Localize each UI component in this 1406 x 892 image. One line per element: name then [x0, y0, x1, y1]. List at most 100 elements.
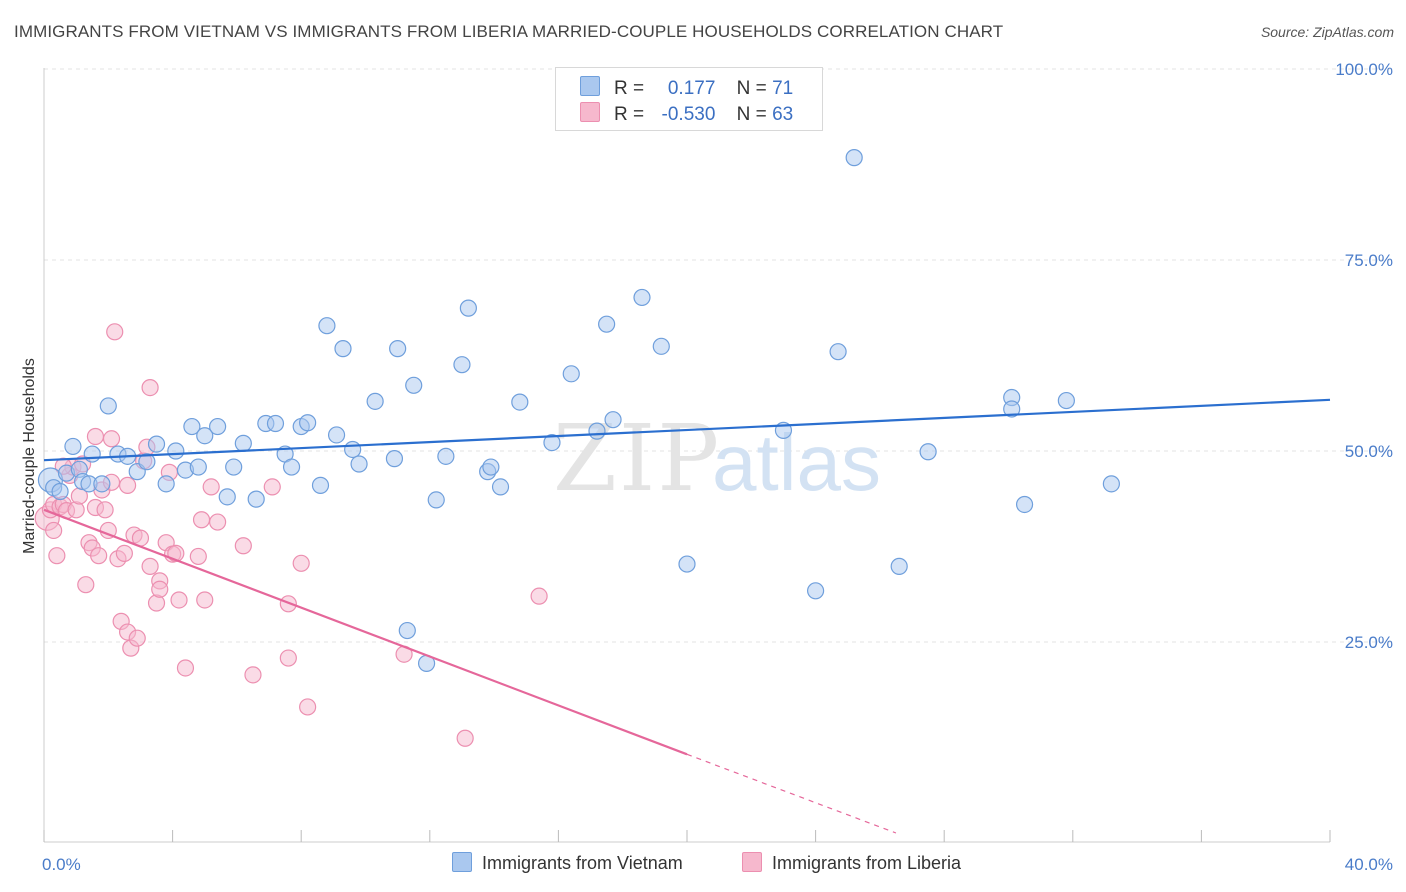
legend-row-vietnam: R = 0.177 N = 71 — [580, 76, 793, 102]
point-liberia — [263, 478, 281, 496]
point-vietnam — [890, 557, 908, 575]
point-liberia — [202, 478, 220, 496]
point-vietnam — [829, 343, 847, 361]
trend-line-liberia — [43, 508, 688, 756]
point-vietnam — [398, 621, 416, 640]
y-tick-label: 75.0% — [1345, 251, 1393, 270]
point-vietnam — [1003, 400, 1021, 418]
point-liberia — [106, 323, 124, 341]
point-vietnam — [234, 434, 252, 452]
series-vietnam — [37, 149, 1120, 672]
point-vietnam — [311, 476, 330, 494]
legend-r-label: R = — [614, 78, 645, 99]
watermark-atlas: atlas — [712, 418, 881, 507]
point-vietnam — [327, 426, 346, 444]
point-vietnam — [491, 478, 510, 496]
point-liberia — [196, 591, 214, 609]
point-vietnam — [266, 414, 285, 433]
legend-r-value-liberia: -0.530 — [661, 104, 716, 125]
source-note: Source: ZipAtlas.com — [1260, 24, 1394, 40]
point-liberia — [102, 430, 121, 448]
point-vietnam — [196, 427, 214, 445]
point-vietnam — [562, 365, 580, 383]
point-vietnam — [147, 435, 166, 453]
bottom-legend-label-vietnam: Immigrants from Vietnam — [482, 853, 683, 873]
point-vietnam — [167, 442, 185, 460]
trend-line-liberia-extrapolated — [686, 753, 897, 834]
point-liberia — [244, 666, 262, 684]
point-vietnam — [350, 455, 368, 473]
point-vietnam — [93, 475, 111, 493]
point-vietnam — [189, 458, 207, 476]
axes — [43, 68, 1331, 843]
legend-r-value-vietnam: 0.177 — [667, 78, 716, 99]
point-vietnam — [598, 315, 616, 333]
bottom-legend-swatch-vietnam — [452, 852, 472, 872]
point-vietnam — [247, 490, 265, 508]
bottom-legend-label-liberia: Immigrants from Liberia — [772, 853, 962, 873]
point-vietnam — [157, 475, 175, 493]
point-liberia — [45, 521, 63, 540]
point-vietnam — [1057, 391, 1075, 410]
point-liberia — [530, 587, 548, 605]
y-tick-label: 100.0% — [1335, 60, 1393, 79]
point-vietnam — [209, 417, 227, 436]
point-vietnam — [1015, 495, 1034, 514]
point-liberia — [141, 378, 159, 397]
point-liberia — [234, 537, 252, 555]
point-vietnam — [225, 458, 243, 476]
point-vietnam — [453, 356, 471, 374]
point-liberia — [279, 649, 297, 667]
point-vietnam — [282, 458, 301, 476]
y-tick-label: 50.0% — [1345, 442, 1393, 461]
point-vietnam — [366, 392, 384, 410]
point-vietnam — [511, 393, 529, 411]
x-tick-label-min: 0.0% — [42, 855, 81, 874]
point-liberia — [456, 729, 474, 747]
point-vietnam — [588, 422, 606, 440]
point-liberia — [299, 698, 317, 716]
point-vietnam — [385, 450, 404, 468]
point-vietnam — [183, 417, 201, 436]
point-vietnam — [633, 288, 651, 307]
point-liberia — [128, 629, 146, 647]
chart-title: IMMIGRANTS FROM VIETNAM VS IMMIGRANTS FR… — [14, 22, 1004, 41]
point-liberia — [192, 511, 211, 529]
watermark-zip: ZIP — [553, 405, 721, 512]
point-vietnam — [652, 337, 670, 355]
bottom-legend-swatch-liberia — [742, 852, 762, 872]
point-liberia — [118, 476, 137, 494]
point-vietnam — [427, 491, 445, 509]
point-vietnam — [51, 482, 69, 501]
trend-lines — [43, 398, 1331, 834]
point-liberia — [115, 544, 133, 562]
point-vietnam — [919, 443, 937, 461]
point-liberia — [170, 591, 188, 609]
point-liberia — [96, 501, 114, 519]
point-vietnam — [299, 414, 317, 432]
bottom-legend-vietnam: Immigrants from Vietnam — [452, 852, 683, 874]
point-vietnam — [806, 582, 825, 600]
point-vietnam — [543, 433, 561, 452]
y-axis-title: Married-couple Households — [21, 358, 38, 554]
legend-n-value-liberia: 63 — [772, 104, 794, 125]
point-liberia — [90, 547, 108, 565]
legend-r-label: R = — [614, 104, 645, 125]
point-vietnam — [1102, 475, 1120, 493]
point-liberia — [151, 580, 169, 598]
point-vietnam — [218, 488, 236, 506]
legend-n-label: N = — [736, 78, 767, 99]
point-vietnam — [405, 376, 423, 394]
point-liberia — [86, 427, 105, 446]
point-vietnam — [83, 445, 101, 463]
gridlines — [44, 68, 1392, 643]
point-vietnam — [138, 453, 156, 471]
point-vietnam — [678, 555, 696, 573]
legend-row-liberia: R = -0.530 N = 63 — [580, 102, 793, 128]
legend-n-label: N = — [736, 104, 767, 125]
point-vietnam — [64, 437, 82, 456]
point-vietnam — [437, 447, 455, 465]
x-tick-label-max: 40.0% — [1345, 855, 1393, 874]
point-vietnam — [459, 299, 477, 317]
